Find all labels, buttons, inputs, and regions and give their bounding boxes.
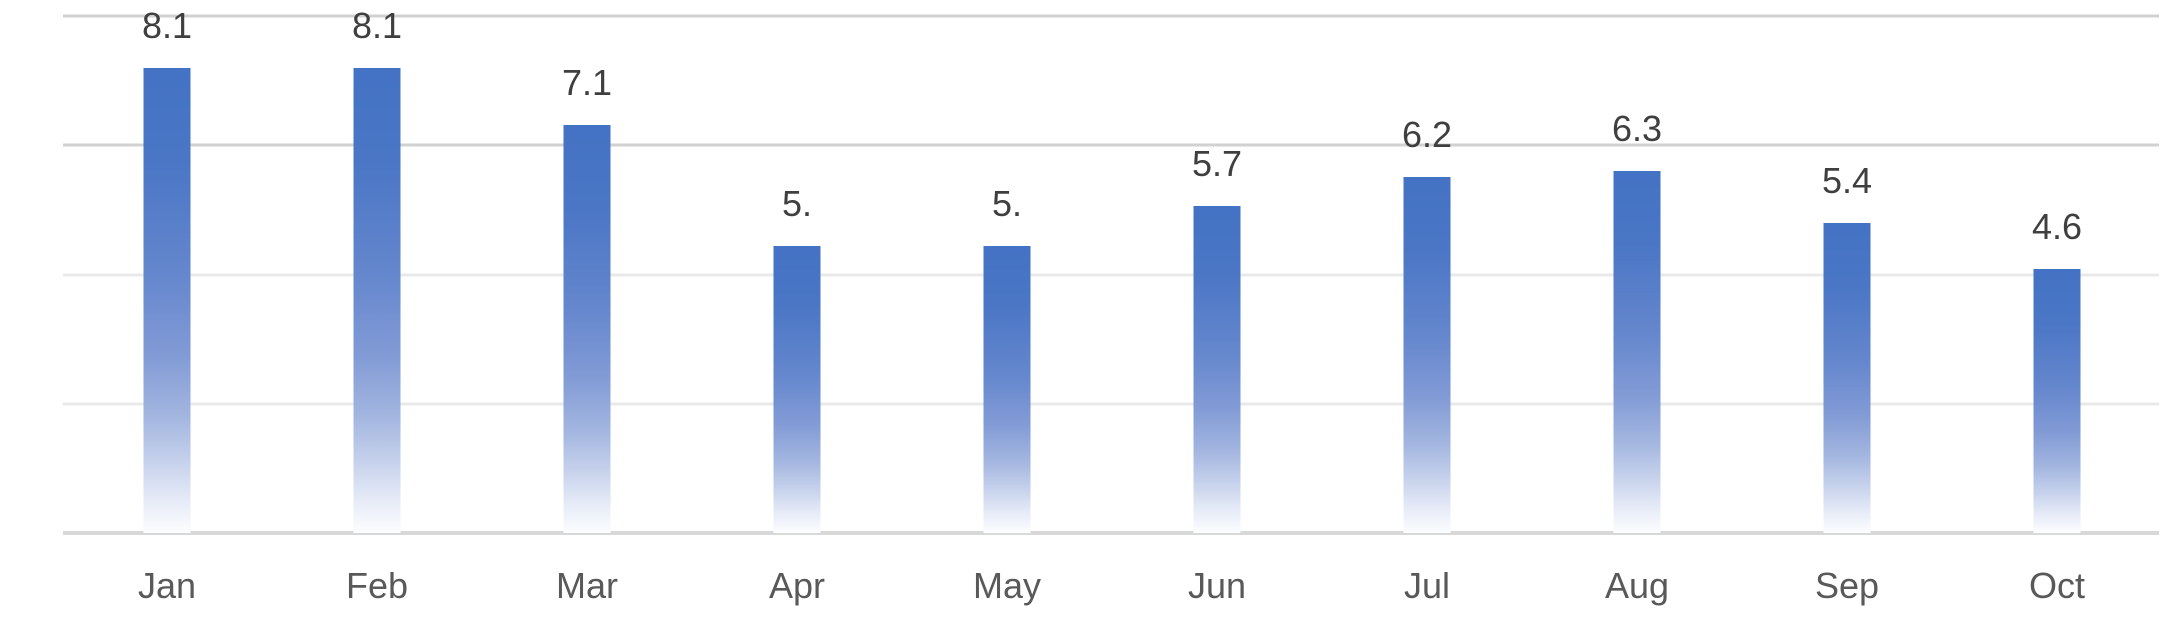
gridline: [63, 143, 2159, 147]
bar: [2033, 268, 2081, 533]
x-axis-category-label: Sep: [1814, 565, 1880, 606]
x-axis-category-label: Feb: [345, 565, 409, 606]
bar-value-label: 6.3: [1611, 108, 1663, 150]
bar-value-label: 5.4: [1821, 159, 1873, 201]
x-axis-line: [63, 531, 2159, 535]
bar: [1193, 205, 1241, 533]
bar: [773, 245, 821, 533]
bar-value-label: 5.7: [1191, 142, 1243, 184]
x-axis-category-label: Aug: [1604, 565, 1670, 606]
bar: [143, 67, 191, 533]
gridline: [63, 273, 2159, 276]
bar-value-label: 8.1: [351, 4, 403, 46]
bar-value-label: 5.: [991, 182, 1023, 224]
x-axis-category-label: Jan: [137, 565, 197, 606]
bar: [563, 125, 611, 533]
x-axis-category-label: May: [972, 565, 1042, 606]
bar: [1613, 171, 1661, 533]
bar: [1823, 222, 1871, 533]
gridline: [63, 14, 2159, 18]
x-axis-category-label: Apr: [768, 565, 826, 606]
bar: [983, 245, 1031, 533]
bar-value-label: 7.1: [561, 62, 613, 104]
bar: [353, 67, 401, 533]
gridline: [63, 402, 2159, 406]
bar-value-label: 4.6: [2031, 205, 2083, 247]
x-axis-category-label: Jun: [1187, 565, 1247, 606]
bar-value-label: 6.2: [1401, 113, 1453, 155]
x-axis-category-label: Oct: [2028, 565, 2086, 606]
bar: [1403, 176, 1451, 533]
x-axis-category-label: Jul: [1403, 565, 1451, 606]
bar-value-label: 8.1: [141, 4, 193, 46]
x-axis-category-label: Mar: [556, 565, 618, 606]
bar-value-label: 5.: [781, 182, 813, 224]
